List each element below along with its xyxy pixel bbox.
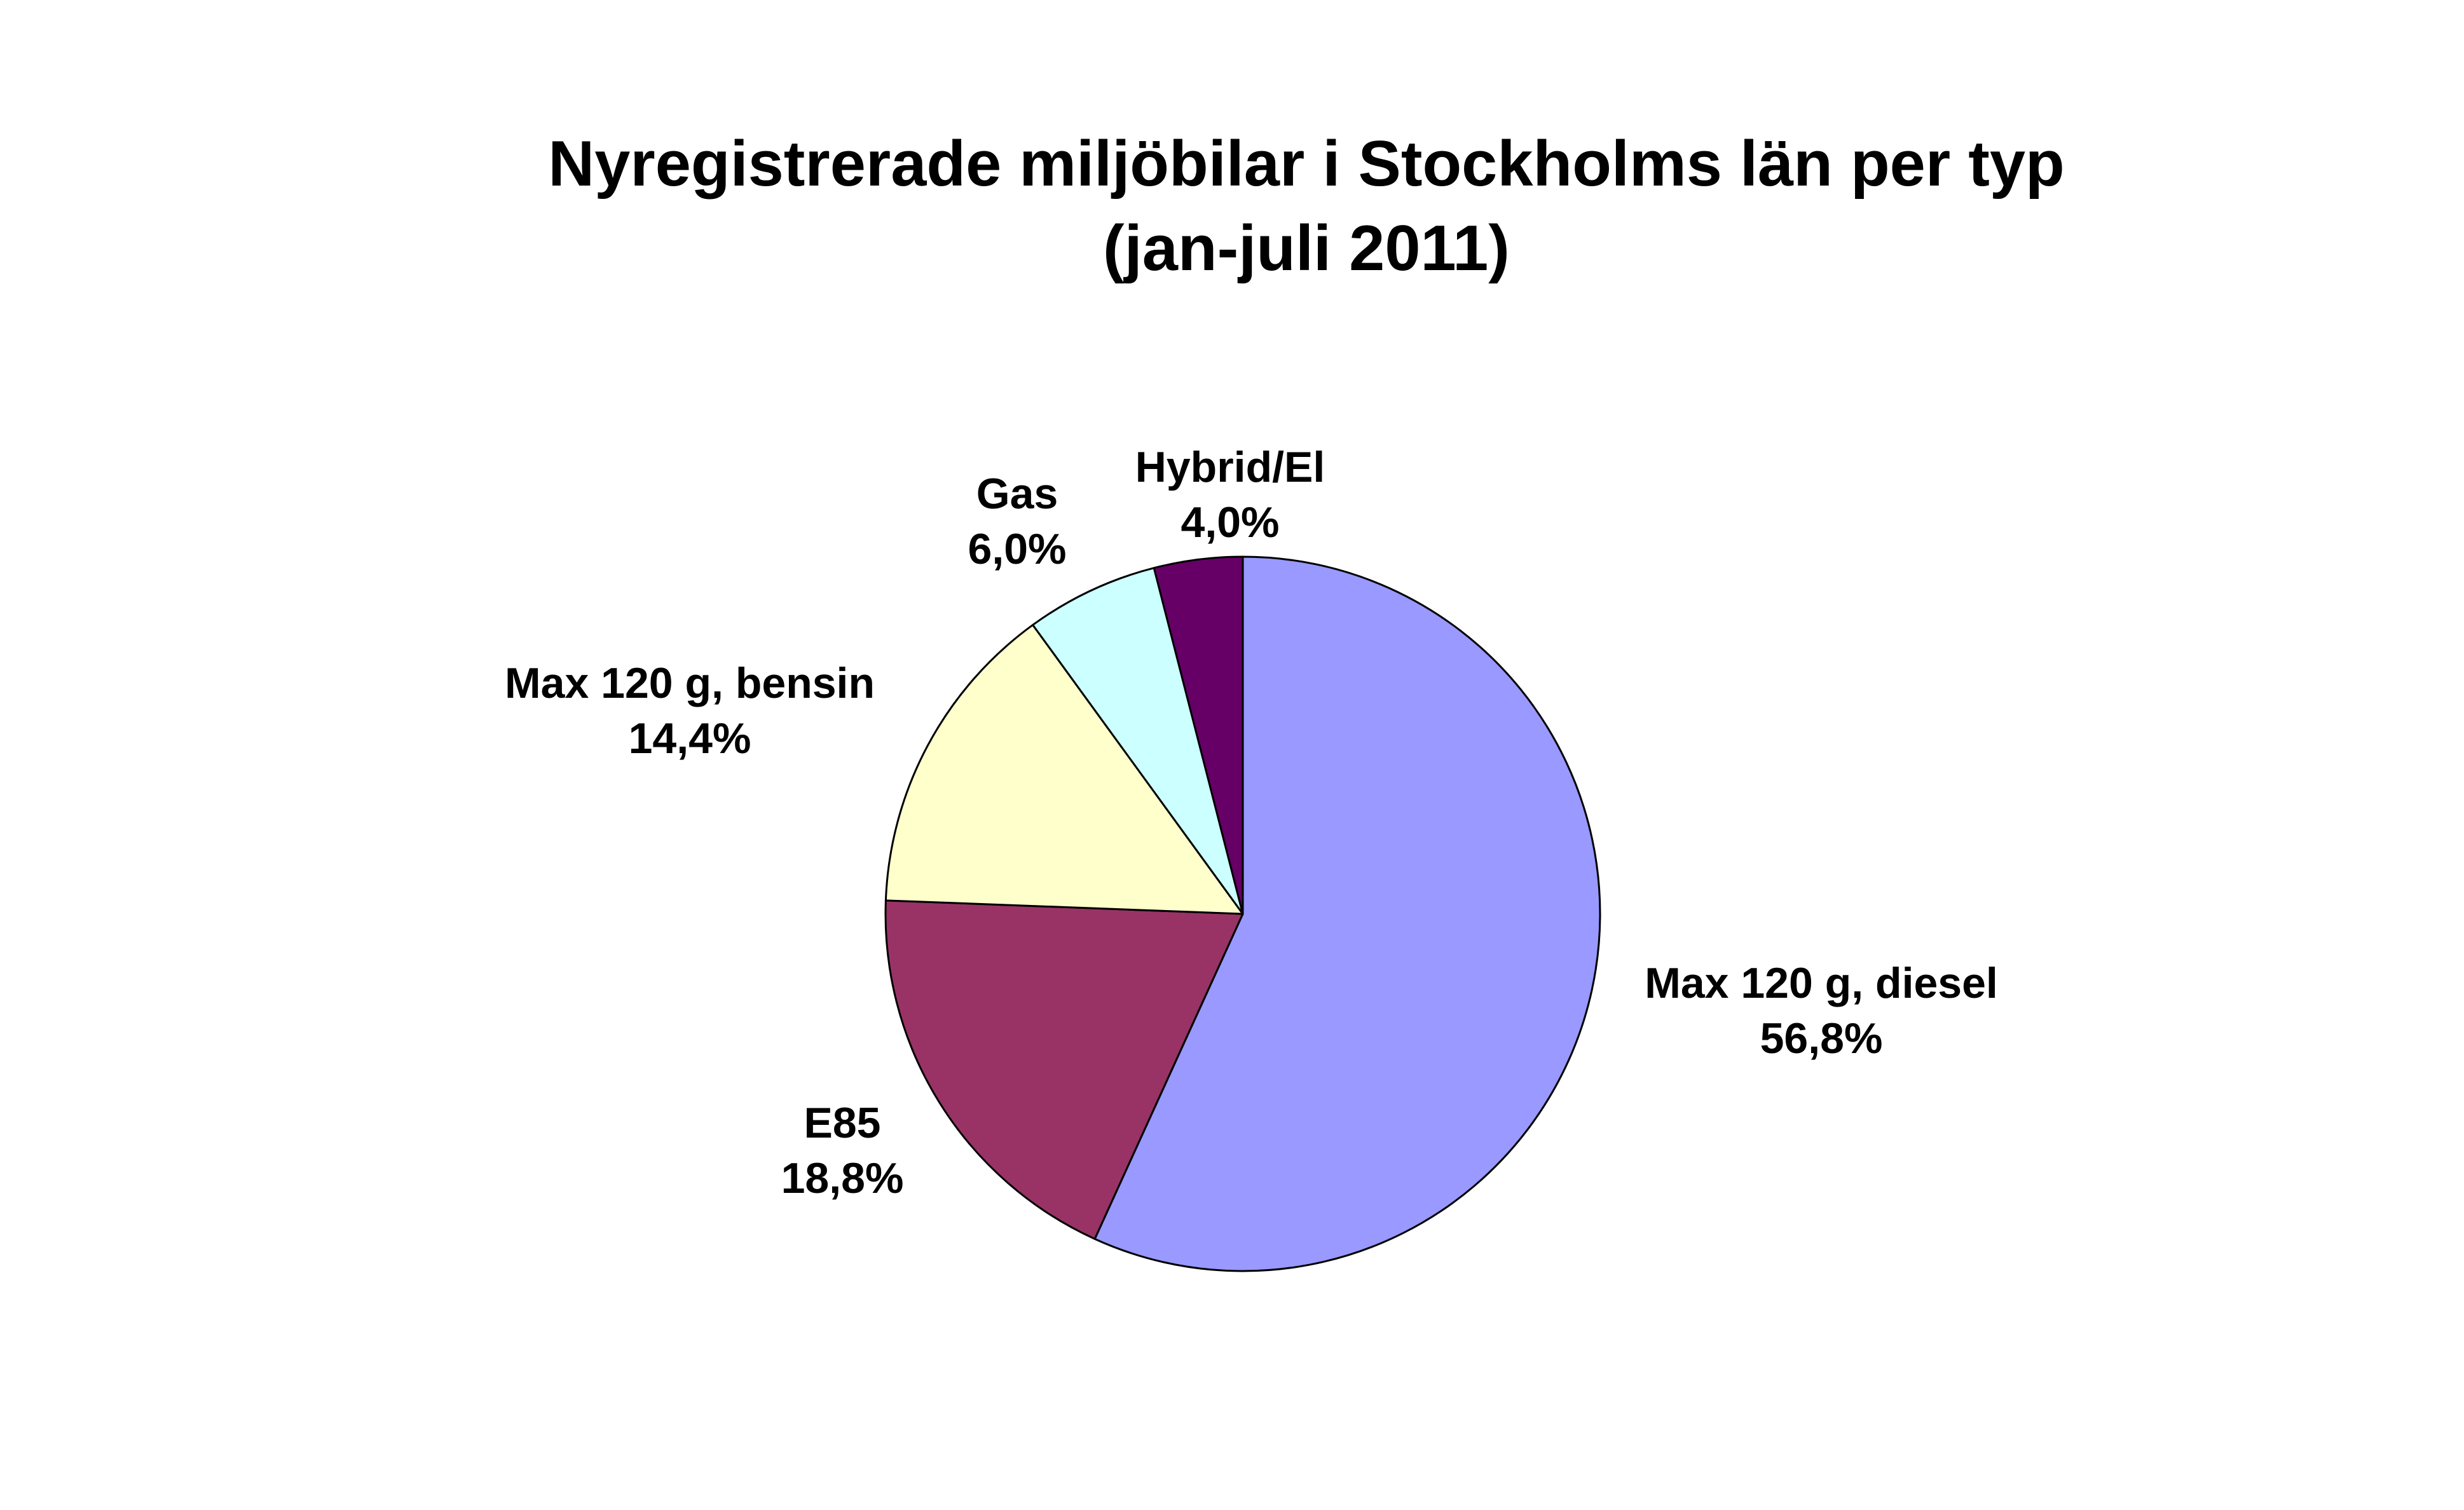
pie-slice-5 bbox=[1153, 555, 1244, 915]
pie-slice-1 bbox=[1093, 555, 1601, 1272]
slice-label-value: 18,8% bbox=[781, 1154, 904, 1202]
pie-slices bbox=[884, 555, 1601, 1272]
slice-label-name: Hybrid/El bbox=[1135, 443, 1325, 491]
slice-label-value: 6,0% bbox=[968, 525, 1067, 573]
slice-label-name: Max 120 g, bensin bbox=[505, 659, 875, 707]
slice-label-value: 56,8% bbox=[1760, 1014, 1883, 1063]
pie-slice-4 bbox=[1032, 567, 1244, 915]
slice-label-value: 14,4% bbox=[629, 714, 751, 763]
chart-title: Nyregistrerade miljöbilar i Stockholms l… bbox=[548, 128, 2064, 200]
chart-subtitle: (jan-juli 2011) bbox=[1103, 213, 1510, 284]
pie-slice-2 bbox=[884, 899, 1244, 1240]
slice-label-name: Max 120 g, diesel bbox=[1645, 959, 1998, 1007]
slice-label-name: Gas bbox=[976, 470, 1058, 518]
slice-labels: Max 120 g, diesel 56,8% E85 18,8% Max 120 g,… bbox=[505, 443, 1998, 1202]
pie-slice-3 bbox=[884, 623, 1244, 915]
slice-label-name: E85 bbox=[804, 1099, 881, 1147]
slice-label-value: 4,0% bbox=[1181, 498, 1280, 547]
